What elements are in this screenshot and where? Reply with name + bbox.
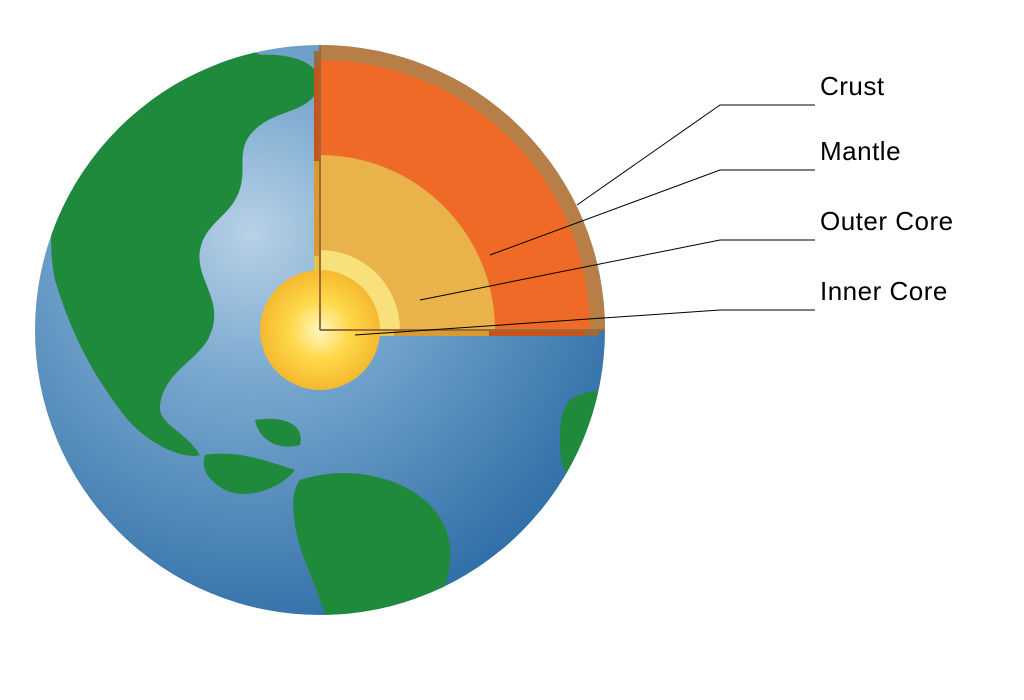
label-inner-core: Inner Core	[820, 276, 948, 306]
label-crust: Crust	[820, 71, 885, 101]
label-outer-core: Outer Core	[820, 206, 954, 236]
leader-crust	[577, 105, 815, 205]
label-mantle: Mantle	[820, 136, 901, 166]
earth-layers-diagram: Crust Mantle Outer Core Inner Core	[0, 0, 1024, 700]
